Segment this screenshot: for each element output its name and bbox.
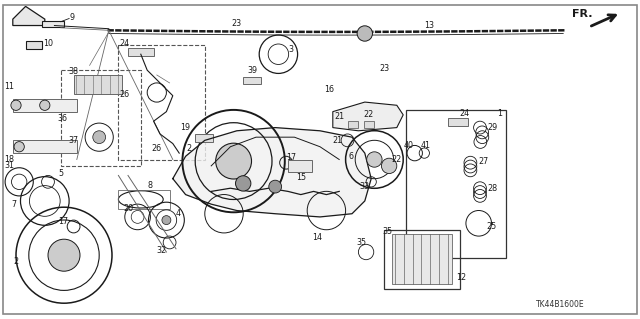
Text: 13: 13 <box>424 21 434 30</box>
Bar <box>406 110 506 258</box>
Text: 39: 39 <box>248 66 258 75</box>
Text: 17: 17 <box>58 217 68 226</box>
Bar <box>448 118 468 126</box>
Bar <box>118 190 170 209</box>
Text: 24: 24 <box>459 109 469 118</box>
Circle shape <box>11 100 21 110</box>
Text: 31: 31 <box>4 161 15 170</box>
Text: 23: 23 <box>379 64 389 73</box>
Text: 41: 41 <box>420 141 431 150</box>
Text: 15: 15 <box>296 173 306 182</box>
Circle shape <box>93 131 106 144</box>
Text: 2: 2 <box>13 257 19 266</box>
Text: 40: 40 <box>403 141 413 150</box>
Circle shape <box>381 158 397 174</box>
Bar <box>364 121 374 128</box>
Circle shape <box>357 26 372 41</box>
Bar <box>384 230 460 289</box>
Text: 5: 5 <box>58 169 63 178</box>
Text: FR.: FR. <box>572 9 593 19</box>
Text: 36: 36 <box>58 114 68 122</box>
Text: 26: 26 <box>120 90 130 99</box>
Bar <box>288 160 312 172</box>
Text: 23: 23 <box>232 19 242 28</box>
Bar <box>348 121 358 128</box>
Text: 26: 26 <box>152 144 162 153</box>
Bar <box>42 21 64 27</box>
Text: 11: 11 <box>4 82 15 91</box>
Text: 27: 27 <box>478 157 488 166</box>
Circle shape <box>269 180 282 193</box>
Text: 1: 1 <box>497 109 502 118</box>
Text: 7: 7 <box>12 200 17 209</box>
Text: TK44B1600E: TK44B1600E <box>536 300 584 309</box>
Text: 14: 14 <box>312 233 322 242</box>
Text: 20: 20 <box>123 204 133 213</box>
Text: 2: 2 <box>186 144 191 153</box>
Text: 29: 29 <box>488 123 498 132</box>
Text: 32: 32 <box>156 246 166 255</box>
Bar <box>128 48 154 56</box>
Text: 3: 3 <box>289 45 294 54</box>
Text: 21: 21 <box>332 136 342 145</box>
Text: 10: 10 <box>43 39 53 48</box>
Text: 18: 18 <box>4 155 15 164</box>
Circle shape <box>162 216 171 225</box>
Text: 22: 22 <box>364 110 374 119</box>
Text: 17: 17 <box>286 153 296 162</box>
Circle shape <box>367 152 382 167</box>
Bar <box>195 134 213 142</box>
Circle shape <box>216 143 252 179</box>
Text: 35: 35 <box>356 238 367 247</box>
Bar <box>13 99 77 112</box>
Text: 24: 24 <box>120 39 130 48</box>
Text: 21: 21 <box>334 112 344 121</box>
Bar <box>26 41 42 49</box>
Text: 8: 8 <box>148 181 153 189</box>
Bar <box>13 140 77 153</box>
Text: 16: 16 <box>324 85 335 94</box>
Bar <box>243 77 261 84</box>
Bar <box>74 75 122 94</box>
Text: 22: 22 <box>392 155 402 164</box>
Circle shape <box>14 142 24 152</box>
Polygon shape <box>173 128 371 217</box>
Polygon shape <box>13 6 45 26</box>
Text: 37: 37 <box>68 136 79 145</box>
Polygon shape <box>333 102 403 131</box>
Bar <box>392 234 452 284</box>
Text: 19: 19 <box>180 123 191 132</box>
Circle shape <box>236 176 251 191</box>
Text: 4: 4 <box>175 209 180 218</box>
Text: 9: 9 <box>69 13 74 22</box>
Text: 12: 12 <box>456 273 466 282</box>
Circle shape <box>48 239 80 271</box>
Text: 6: 6 <box>348 152 353 161</box>
Text: 33: 33 <box>360 182 370 191</box>
Text: 38: 38 <box>68 67 79 76</box>
Circle shape <box>40 100 50 110</box>
Text: 35: 35 <box>382 227 392 236</box>
Text: 28: 28 <box>488 184 498 193</box>
Text: 25: 25 <box>486 222 497 231</box>
